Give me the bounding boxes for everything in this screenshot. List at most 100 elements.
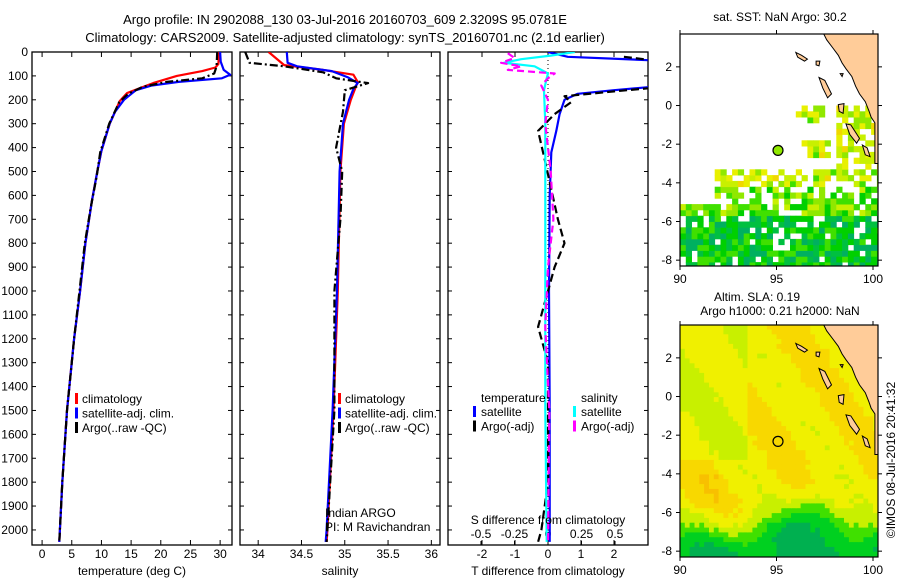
- sla-cell: [853, 401, 860, 407]
- sla-cell: [771, 333, 778, 340]
- sla-cell: [747, 328, 753, 335]
- sla-cell: [824, 415, 831, 422]
- sst-cell: [813, 227, 820, 234]
- sla-cell: [723, 362, 729, 369]
- sla-cell: [824, 440, 831, 446]
- sla-cell: [839, 454, 845, 460]
- sla-cell: [868, 435, 874, 441]
- sla-cell: [839, 478, 845, 485]
- sla-cell: [829, 488, 835, 494]
- sla-cell: [762, 357, 768, 364]
- sla-cell: [873, 469, 878, 475]
- sla-cell: [819, 478, 826, 485]
- sla-cell: [752, 348, 758, 354]
- sla-cell: [771, 546, 778, 552]
- sla-cell: [694, 507, 700, 514]
- sla-cell: [829, 459, 835, 465]
- sst-cell: [819, 233, 826, 240]
- sst-cell: [807, 244, 814, 251]
- sla-cell: [684, 377, 691, 383]
- sla-cell: [689, 488, 695, 494]
- sst-cell: [853, 180, 860, 188]
- sst-cell: [743, 233, 750, 240]
- sst-cell: [766, 209, 773, 217]
- sla-cell: [694, 498, 700, 504]
- legend-header-salinity: salinity: [581, 391, 618, 405]
- sla-cell: [733, 328, 739, 335]
- sla-cell: [689, 527, 695, 533]
- sla-cell: [684, 420, 691, 427]
- sla-cell: [848, 377, 855, 383]
- sla-cell: [781, 357, 787, 364]
- sla-cell: [762, 338, 768, 344]
- sla-cell: [853, 406, 860, 412]
- sla-cell: [868, 541, 874, 547]
- sla-cell: [766, 536, 773, 543]
- sst-cell: [865, 244, 872, 251]
- sla-cell: [694, 343, 700, 349]
- sla-cell: [839, 522, 845, 528]
- sla-cell: [810, 536, 816, 543]
- sla-cell: [684, 425, 691, 431]
- sla-cell: [868, 507, 874, 514]
- sla-cell: [709, 551, 715, 557]
- sla-cell: [776, 328, 782, 335]
- sla-cell: [747, 531, 753, 538]
- sla-cell: [800, 527, 806, 533]
- sla-cell: [800, 382, 806, 388]
- sla-cell: [752, 478, 758, 485]
- sla-cell: [699, 401, 705, 407]
- sla-cell: [752, 338, 758, 344]
- sla-cell: [694, 425, 700, 431]
- sla-cell: [752, 517, 758, 523]
- sst-cell: [824, 209, 831, 217]
- sla-cell: [815, 367, 821, 373]
- sla-cell: [742, 522, 749, 528]
- sla-cell: [766, 440, 773, 446]
- sla-cell: [776, 343, 782, 349]
- sla-cell: [877, 435, 878, 441]
- sst-cell: [824, 204, 831, 211]
- sla-cell: [873, 498, 878, 504]
- sst-cell: [749, 175, 756, 182]
- sla-cell: [704, 338, 710, 344]
- sla-cell: [776, 536, 782, 543]
- sla-cell: [805, 328, 811, 335]
- sla-cell: [752, 406, 758, 412]
- sla-cell: [781, 420, 787, 427]
- sla-cell: [786, 478, 792, 485]
- sla-cell: [694, 367, 700, 373]
- sla-cell: [815, 531, 821, 538]
- sla-cell: [786, 541, 792, 547]
- sst-cell: [732, 227, 739, 234]
- sla-cell: [713, 483, 720, 489]
- sst-cell: [847, 175, 855, 182]
- sla-cell: [728, 464, 734, 470]
- sst-cell: [697, 233, 704, 240]
- sst-cell: [726, 227, 733, 234]
- sla-cell: [781, 386, 787, 393]
- sst-cell: [853, 128, 860, 135]
- sla-cell: [805, 377, 811, 383]
- sla-cell: [868, 420, 874, 427]
- sla-cell: [848, 488, 855, 494]
- sla-cell: [810, 338, 816, 344]
- sla-cell: [868, 478, 874, 485]
- sla-cell: [853, 493, 860, 499]
- sla-cell: [844, 406, 850, 412]
- sla-cell: [747, 473, 753, 480]
- sla-cell: [848, 391, 855, 398]
- sla-cell: [742, 362, 749, 369]
- sla-cell: [844, 386, 850, 393]
- sla-cell: [723, 357, 729, 364]
- sst-cell: [842, 111, 849, 118]
- sla-cell: [848, 517, 855, 523]
- sla-cell: [863, 469, 869, 475]
- sla-cell: [877, 411, 878, 417]
- sla-cell: [776, 362, 782, 369]
- sla-cell: [752, 440, 758, 446]
- sla-cell: [757, 386, 763, 393]
- sla-cell: [713, 498, 720, 504]
- sla-cell: [858, 411, 864, 417]
- sla-cell: [824, 396, 831, 402]
